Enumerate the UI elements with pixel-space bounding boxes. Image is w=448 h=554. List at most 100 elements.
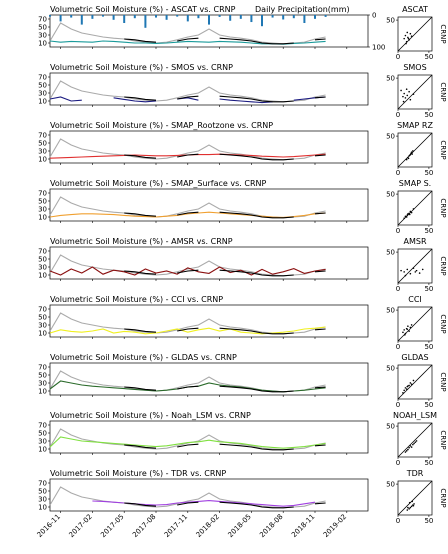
scatter-point [406,31,409,34]
scatter-point [404,97,407,99]
series-line [49,96,326,104]
scatter-y-label: CRNP [439,430,447,449]
scatter-y-label: CRNP [439,314,447,333]
scatter-point [411,500,414,503]
scatter-frame [397,74,433,110]
one-to-one-line [397,480,433,516]
scatter-point [408,501,411,504]
y-tick-label: 50 [38,82,47,90]
scatter-frame [397,16,433,52]
one-to-one-line [397,190,433,226]
scatter-point [413,503,415,505]
scatter-point [408,446,410,449]
scatter-point [413,442,415,445]
x-tick-label: 2016-11 [36,513,62,539]
scatter-point [408,213,411,216]
scatter-point [421,268,424,271]
panel-title: Volumetric Soil Moisture (%) - AMSR vs. … [50,237,233,246]
scatter-point [407,157,410,160]
y-tick-label: 10 [38,40,47,48]
y-tick-label: 10 [38,330,47,338]
panel-title: Volumetric Soil Moisture (%) - SMAP_Root… [50,121,273,130]
scatter-point [410,211,413,214]
y-tick-label: 10 [38,446,47,454]
scatter-point [408,508,410,510]
scatter-point [412,504,415,507]
series-line [124,211,326,219]
scatter-point [409,210,412,213]
scatter-y-label: CRNP [439,198,447,217]
series-line [124,269,326,277]
precip-bar [186,15,189,22]
precip-bar [292,15,295,19]
scatter-y-label: CRNP [439,488,447,507]
x-tick-label: 0 [396,517,400,525]
scatter-point [408,90,410,93]
x-tick-label: 2017-05 [99,513,125,539]
x-tick-label: 50 [424,227,433,235]
one-to-one-line [397,364,433,400]
scatter-point [412,379,415,382]
precip-bar [314,15,316,19]
scatter-point [418,272,421,274]
scatter-point [405,388,408,390]
one-to-one-line [397,74,433,110]
x-tick-label: 2018-08 [258,513,284,539]
y-tick-label: 10 [38,98,47,106]
scatter-point [410,446,413,448]
y-tick-label: 30 [38,264,47,272]
scatter-point [410,35,413,37]
scatter-title: CCI [408,295,422,304]
scatter-point [410,151,413,153]
y-tick-label: 70 [38,74,47,82]
scatter-point [414,441,417,443]
x-tick-label: 2018-05 [226,513,252,539]
series-line [124,37,326,45]
y-tick-label: 50 [386,191,395,199]
y2-axis-label: Daily Precipitation(mm) [255,5,350,14]
one-to-one-line [397,422,433,458]
scatter-point [404,451,407,453]
series-line [49,266,326,276]
precip-bar [197,15,200,19]
y-tick-label: 30 [38,438,47,446]
panel-title: Volumetric Soil Moisture (%) - SMOS vs. … [50,63,233,72]
y-tick-label: 50 [38,488,47,496]
precip-bar [133,15,136,19]
scatter-title: SMOS [403,63,426,72]
y-tick-label: 50 [38,140,47,148]
y-tick-label: 10 [38,504,47,512]
scatter-frame [397,190,433,226]
scatter-point [403,271,405,273]
y2-tick-label: 0 [372,12,376,20]
x-tick-label: 0 [396,227,400,235]
scatter-frame [397,132,433,168]
y-tick-label: 50 [38,198,47,206]
x-tick-label: 50 [424,169,433,177]
scatter-point [411,153,414,155]
scatter-point [402,392,404,394]
precip-bar [91,15,94,19]
scatter-point [404,332,407,335]
plot-frame [49,72,369,106]
precip-bar [303,15,306,23]
precip-bar [261,15,263,27]
x-tick-label: 0 [396,343,400,351]
y-tick-label: 50 [386,249,395,257]
x-tick-label: 2017-02 [67,513,93,539]
one-to-one-line [397,16,433,52]
precip-bar [165,15,168,20]
scatter-point [415,269,418,272]
precip-bar [176,15,179,17]
scatter-y-label: CRNP [439,24,447,43]
plot-frame [49,420,369,454]
precip-bar [324,15,327,17]
series-line [49,428,326,451]
x-tick-label: 50 [424,459,433,467]
precip-bar [250,15,253,23]
y-tick-label: 50 [386,423,395,431]
x-tick-label: 2018-11 [290,513,316,539]
series-line [124,385,326,393]
scatter-title: TDR [406,469,424,478]
